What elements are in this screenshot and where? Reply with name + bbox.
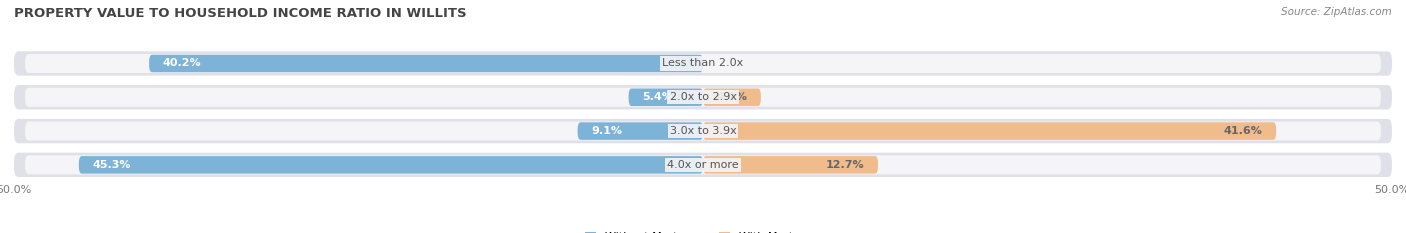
FancyBboxPatch shape — [25, 122, 1381, 140]
FancyBboxPatch shape — [25, 88, 1381, 107]
FancyBboxPatch shape — [703, 156, 877, 174]
Text: 9.1%: 9.1% — [592, 126, 623, 136]
FancyBboxPatch shape — [14, 153, 1392, 177]
Text: 3.0x to 3.9x: 3.0x to 3.9x — [669, 126, 737, 136]
FancyBboxPatch shape — [149, 55, 703, 72]
Text: PROPERTY VALUE TO HOUSEHOLD INCOME RATIO IN WILLITS: PROPERTY VALUE TO HOUSEHOLD INCOME RATIO… — [14, 7, 467, 20]
FancyBboxPatch shape — [628, 89, 703, 106]
FancyBboxPatch shape — [578, 122, 703, 140]
Text: 41.6%: 41.6% — [1223, 126, 1263, 136]
Text: 4.2%: 4.2% — [716, 92, 747, 102]
FancyBboxPatch shape — [14, 85, 1392, 110]
Text: 12.7%: 12.7% — [825, 160, 865, 170]
Text: Less than 2.0x: Less than 2.0x — [662, 58, 744, 69]
Text: 5.4%: 5.4% — [643, 92, 673, 102]
FancyBboxPatch shape — [25, 155, 1381, 174]
FancyBboxPatch shape — [14, 119, 1392, 143]
FancyBboxPatch shape — [703, 89, 761, 106]
Text: Source: ZipAtlas.com: Source: ZipAtlas.com — [1281, 7, 1392, 17]
FancyBboxPatch shape — [25, 54, 1381, 73]
FancyBboxPatch shape — [14, 51, 1392, 76]
Text: 45.3%: 45.3% — [93, 160, 131, 170]
FancyBboxPatch shape — [79, 156, 703, 174]
FancyBboxPatch shape — [703, 122, 1277, 140]
Text: 4.0x or more: 4.0x or more — [668, 160, 738, 170]
Text: 2.0x to 2.9x: 2.0x to 2.9x — [669, 92, 737, 102]
Legend: Without Mortgage, With Mortgage: Without Mortgage, With Mortgage — [581, 227, 825, 233]
Text: 40.2%: 40.2% — [163, 58, 201, 69]
